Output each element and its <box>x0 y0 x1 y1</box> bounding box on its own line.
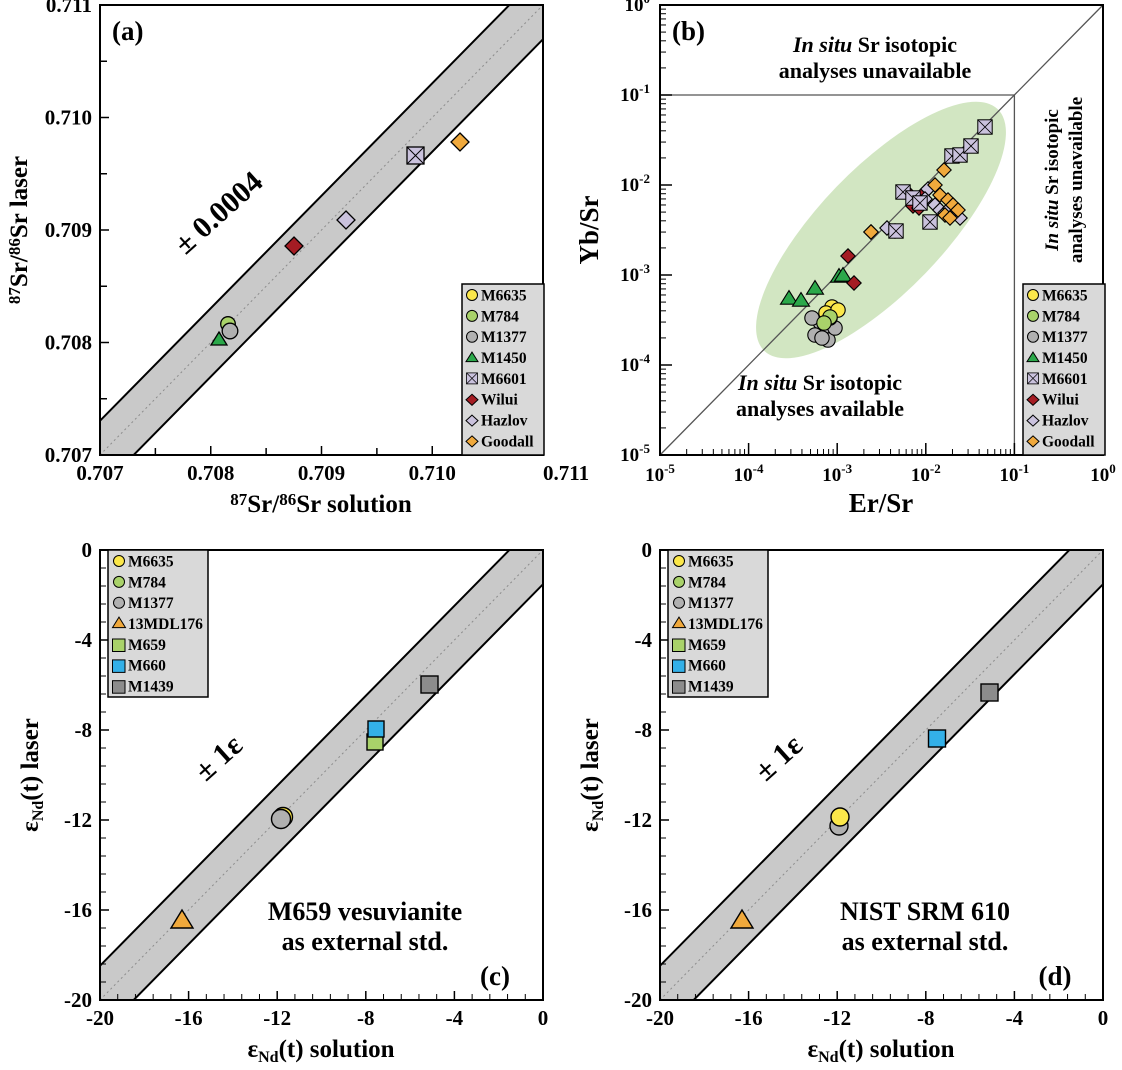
svg-text:as external std.: as external std. <box>282 927 449 956</box>
svg-text:-12: -12 <box>823 1006 851 1030</box>
svg-text:13MDL176: 13MDL176 <box>128 616 203 633</box>
svg-text:Hazlov: Hazlov <box>1042 413 1089 430</box>
svg-text:as external std.: as external std. <box>842 927 1009 956</box>
svg-text:M6635: M6635 <box>481 288 527 305</box>
svg-text:-8: -8 <box>75 718 93 742</box>
svg-text:M6635: M6635 <box>688 554 734 571</box>
svg-text:M1377: M1377 <box>481 329 527 346</box>
svg-text:analyses unavailable: analyses unavailable <box>779 58 972 83</box>
svg-text:M6635: M6635 <box>128 554 174 571</box>
svg-text:In situ Sr isotopic: In situ Sr isotopic <box>1042 109 1063 252</box>
svg-text:(a): (a) <box>112 16 143 46</box>
svg-text:-16: -16 <box>624 898 652 922</box>
svg-text:Wilui: Wilui <box>1042 392 1079 409</box>
svg-text:M1377: M1377 <box>688 595 734 612</box>
svg-text:-12: -12 <box>624 808 652 832</box>
svg-text:M6601: M6601 <box>481 371 527 388</box>
svg-text:Goodall: Goodall <box>481 433 534 450</box>
svg-text:M6601: M6601 <box>1042 371 1088 388</box>
svg-text:-4: -4 <box>1006 1006 1024 1030</box>
svg-text:M784: M784 <box>1042 308 1080 325</box>
svg-text:-16: -16 <box>64 898 92 922</box>
svg-text:87Sr/86Sr solution: 87Sr/86Sr solution <box>230 490 412 518</box>
svg-text:0.708: 0.708 <box>45 331 92 355</box>
svg-text:NIST SRM 610: NIST SRM 610 <box>840 897 1010 926</box>
svg-text:(d): (d) <box>1039 961 1072 991</box>
svg-text:-16: -16 <box>735 1006 763 1030</box>
svg-text:0.709: 0.709 <box>45 218 92 242</box>
svg-text:0: 0 <box>642 538 653 562</box>
svg-text:Goodall: Goodall <box>1042 433 1095 450</box>
svg-text:M1450: M1450 <box>1042 350 1088 367</box>
svg-text:-8: -8 <box>917 1006 935 1030</box>
svg-text:M784: M784 <box>481 308 519 325</box>
svg-text:-20: -20 <box>624 988 652 1012</box>
svg-text:M1377: M1377 <box>128 595 174 612</box>
svg-text:analyses available: analyses available <box>736 396 904 421</box>
svg-text:M1450: M1450 <box>481 350 527 367</box>
svg-text:0.710: 0.710 <box>409 461 456 485</box>
svg-text:M660: M660 <box>688 658 726 675</box>
svg-text:M784: M784 <box>128 574 166 591</box>
svg-text:analyses unavailable: analyses unavailable <box>1066 97 1087 263</box>
svg-text:M6635: M6635 <box>1042 288 1088 305</box>
svg-text:Hazlov: Hazlov <box>481 413 528 430</box>
svg-text:13MDL176: 13MDL176 <box>688 616 763 633</box>
svg-text:-12: -12 <box>64 808 92 832</box>
svg-text:0.709: 0.709 <box>298 461 345 485</box>
svg-text:0: 0 <box>538 1006 549 1030</box>
svg-text:-12: -12 <box>263 1006 291 1030</box>
svg-text:In situ Sr isotopic: In situ Sr isotopic <box>737 370 902 395</box>
svg-text:0.708: 0.708 <box>187 461 234 485</box>
svg-text:M784: M784 <box>688 574 726 591</box>
svg-text:0.711: 0.711 <box>46 0 92 17</box>
svg-text:0.707: 0.707 <box>45 443 92 467</box>
svg-text:-20: -20 <box>64 988 92 1012</box>
svg-text:0: 0 <box>1098 1006 1109 1030</box>
svg-text:Yb/Sr: Yb/Sr <box>574 195 604 264</box>
svg-text:0.710: 0.710 <box>45 106 92 130</box>
svg-text:-4: -4 <box>446 1006 464 1030</box>
svg-text:Wilui: Wilui <box>481 392 518 409</box>
svg-text:87Sr/86Sr laser: 87Sr/86Sr laser <box>5 156 33 304</box>
svg-text:-4: -4 <box>75 628 93 652</box>
svg-text:M1439: M1439 <box>688 679 734 696</box>
svg-text:Er/Sr: Er/Sr <box>849 488 914 518</box>
svg-text:-4: -4 <box>635 628 653 652</box>
svg-text:M659 vesuvianite: M659 vesuvianite <box>268 897 462 926</box>
svg-text:0.711: 0.711 <box>543 461 589 485</box>
svg-text:M659: M659 <box>688 637 726 654</box>
svg-text:M1377: M1377 <box>1042 329 1088 346</box>
svg-text:0: 0 <box>82 538 93 562</box>
svg-text:M660: M660 <box>128 658 166 675</box>
svg-text:M1439: M1439 <box>128 679 174 696</box>
svg-text:(c): (c) <box>480 961 510 991</box>
svg-text:M659: M659 <box>128 637 166 654</box>
svg-text:-8: -8 <box>635 718 653 742</box>
svg-text:In situ Sr isotopic: In situ Sr isotopic <box>792 32 957 57</box>
svg-text:(b): (b) <box>672 16 705 46</box>
svg-text:-16: -16 <box>175 1006 203 1030</box>
svg-text:-8: -8 <box>357 1006 375 1030</box>
